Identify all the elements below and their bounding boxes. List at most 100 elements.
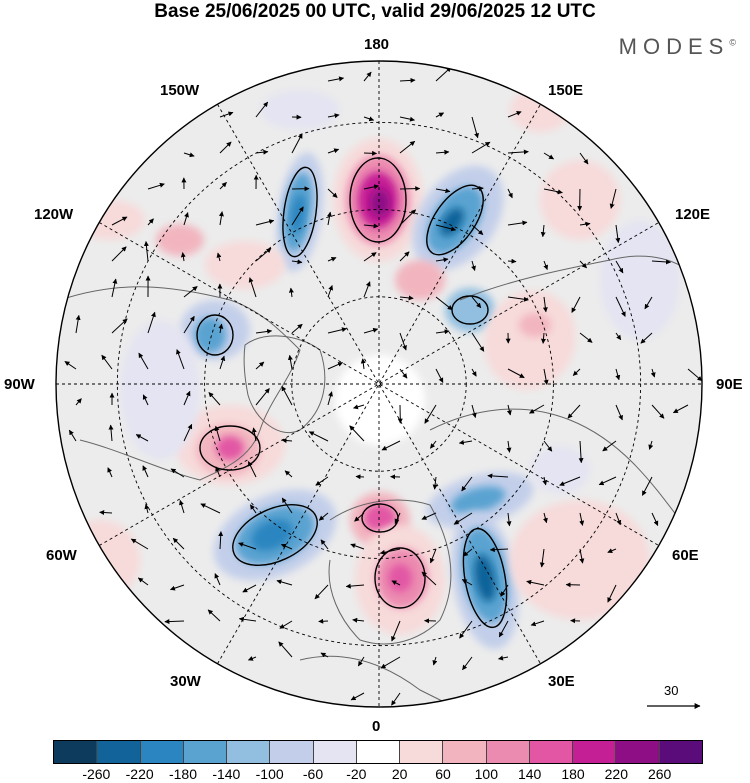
- wind-arrow: [248, 277, 257, 298]
- wind-arrow: [463, 548, 473, 557]
- wind-arrow: [176, 349, 185, 370]
- contour-line: [426, 184, 484, 256]
- lon-label-60e: 60E: [672, 547, 699, 564]
- colorbar-tick: 20: [391, 766, 408, 782]
- wind-arrow: [380, 656, 401, 669]
- wind-arrow: [498, 620, 509, 638]
- wind-arrow: [462, 656, 473, 671]
- wind-arrow: [471, 141, 491, 154]
- wind-arrow: [579, 152, 589, 165]
- wind-arrow: [453, 512, 473, 525]
- wind-arrow: [278, 641, 293, 658]
- wind-arrow: [350, 543, 365, 550]
- wind-arrow: [578, 440, 584, 464]
- anomaly-region: [120, 320, 200, 460]
- wind-arrow: [391, 620, 401, 642]
- wind-arrow: [327, 113, 340, 119]
- lon-label-30w: 30W: [170, 673, 201, 690]
- wind-arrow: [615, 296, 626, 317]
- wind-arrow: [471, 332, 485, 352]
- wind-arrow: [314, 584, 329, 600]
- wind-arrow: [280, 543, 293, 550]
- wind-arrow: [208, 392, 221, 406]
- wind-arrow: [540, 332, 546, 344]
- wind-arrow: [379, 548, 401, 555]
- wind-arrow: [507, 296, 529, 302]
- wind-arrow: [147, 311, 156, 334]
- wind-arrow: [108, 424, 114, 442]
- colorbar-swatch: [486, 741, 530, 763]
- wind-arrow: [142, 394, 149, 406]
- wind-arrow: [651, 404, 665, 419]
- anomaly-region: [370, 189, 390, 217]
- lon-label-150w: 150W: [160, 82, 200, 99]
- wind-arrow: [471, 260, 476, 271]
- wind-arrow: [219, 355, 226, 370]
- wind-arrow: [435, 224, 457, 232]
- wind-arrow: [435, 66, 452, 82]
- wind-arrow: [249, 504, 257, 514]
- wind-arrow: [288, 287, 294, 298]
- wind-arrow: [432, 476, 438, 490]
- wind-arrow: [644, 296, 653, 310]
- wind-arrow: [399, 251, 410, 262]
- wind-arrow: [183, 212, 189, 226]
- wind-arrow: [349, 425, 365, 442]
- wind-arrow: [255, 361, 265, 370]
- wind-arrow: [200, 503, 221, 514]
- anomaly-region: [484, 290, 576, 390]
- wind-arrow: [180, 252, 186, 262]
- wind-arrow: [381, 440, 401, 451]
- wind-arrow: [435, 296, 453, 311]
- wind-arrow: [461, 579, 473, 586]
- wind-arrow: [164, 619, 185, 625]
- wind-arrow: [506, 404, 512, 416]
- lon-label-60w: 60W: [46, 547, 77, 564]
- wind-arrow: [255, 388, 270, 406]
- wind-arrow: [147, 218, 154, 226]
- colorbar-tick: 260: [647, 766, 672, 782]
- wind-arrow: [507, 188, 513, 199]
- wind-arrow: [399, 209, 417, 226]
- wind-arrow: [615, 332, 622, 341]
- colorbar-tick-labels: -260 -220 -180 -140 -100 -60 -20 20 60 100 140 180 2…: [0, 766, 750, 783]
- wind-arrow: [489, 547, 509, 553]
- wind-arrow: [435, 257, 449, 263]
- wind-arrow: [315, 476, 329, 486]
- wind-arrow: [75, 398, 82, 406]
- map-boundary: [55, 60, 703, 708]
- wind-arrow: [543, 440, 553, 452]
- anomaly-region: [388, 564, 412, 592]
- anomaly-region: [364, 504, 396, 532]
- wind-arrow: [111, 278, 118, 298]
- wind-arrow: [435, 188, 451, 194]
- wind-arrow: [327, 285, 334, 298]
- wind-arrow: [135, 434, 149, 442]
- wind-arrow: [615, 260, 624, 274]
- wind-arrow: [218, 323, 224, 334]
- colorbar-tick: 60: [435, 766, 451, 782]
- wind-arrow: [363, 252, 377, 262]
- colorbar-tick: -260: [82, 766, 111, 782]
- wind-arrow: [543, 188, 563, 195]
- wind-arrow: [507, 368, 525, 379]
- colorbar: [53, 740, 703, 764]
- wind-arrow: [251, 427, 257, 442]
- colorbar-tick: -20: [346, 766, 367, 782]
- wind-arrow: [308, 431, 329, 442]
- anomaly-region: [335, 355, 425, 445]
- wind-arrow: [216, 252, 222, 262]
- wind-arrow: [432, 656, 438, 666]
- wind-arrow: [327, 327, 347, 334]
- colorbar-tick: -140: [212, 766, 241, 782]
- colorbar-tick: 140: [517, 766, 542, 782]
- anomaly-region: [156, 224, 204, 256]
- wind-arrow: [399, 332, 407, 351]
- lon-label-90e: 90E: [716, 376, 743, 393]
- anomaly-region: [205, 241, 285, 289]
- modes-logo: MODES©: [619, 34, 736, 60]
- lon-label-180: 180: [364, 36, 390, 53]
- wind-arrow: [507, 111, 522, 118]
- wind-arrow: [143, 240, 149, 262]
